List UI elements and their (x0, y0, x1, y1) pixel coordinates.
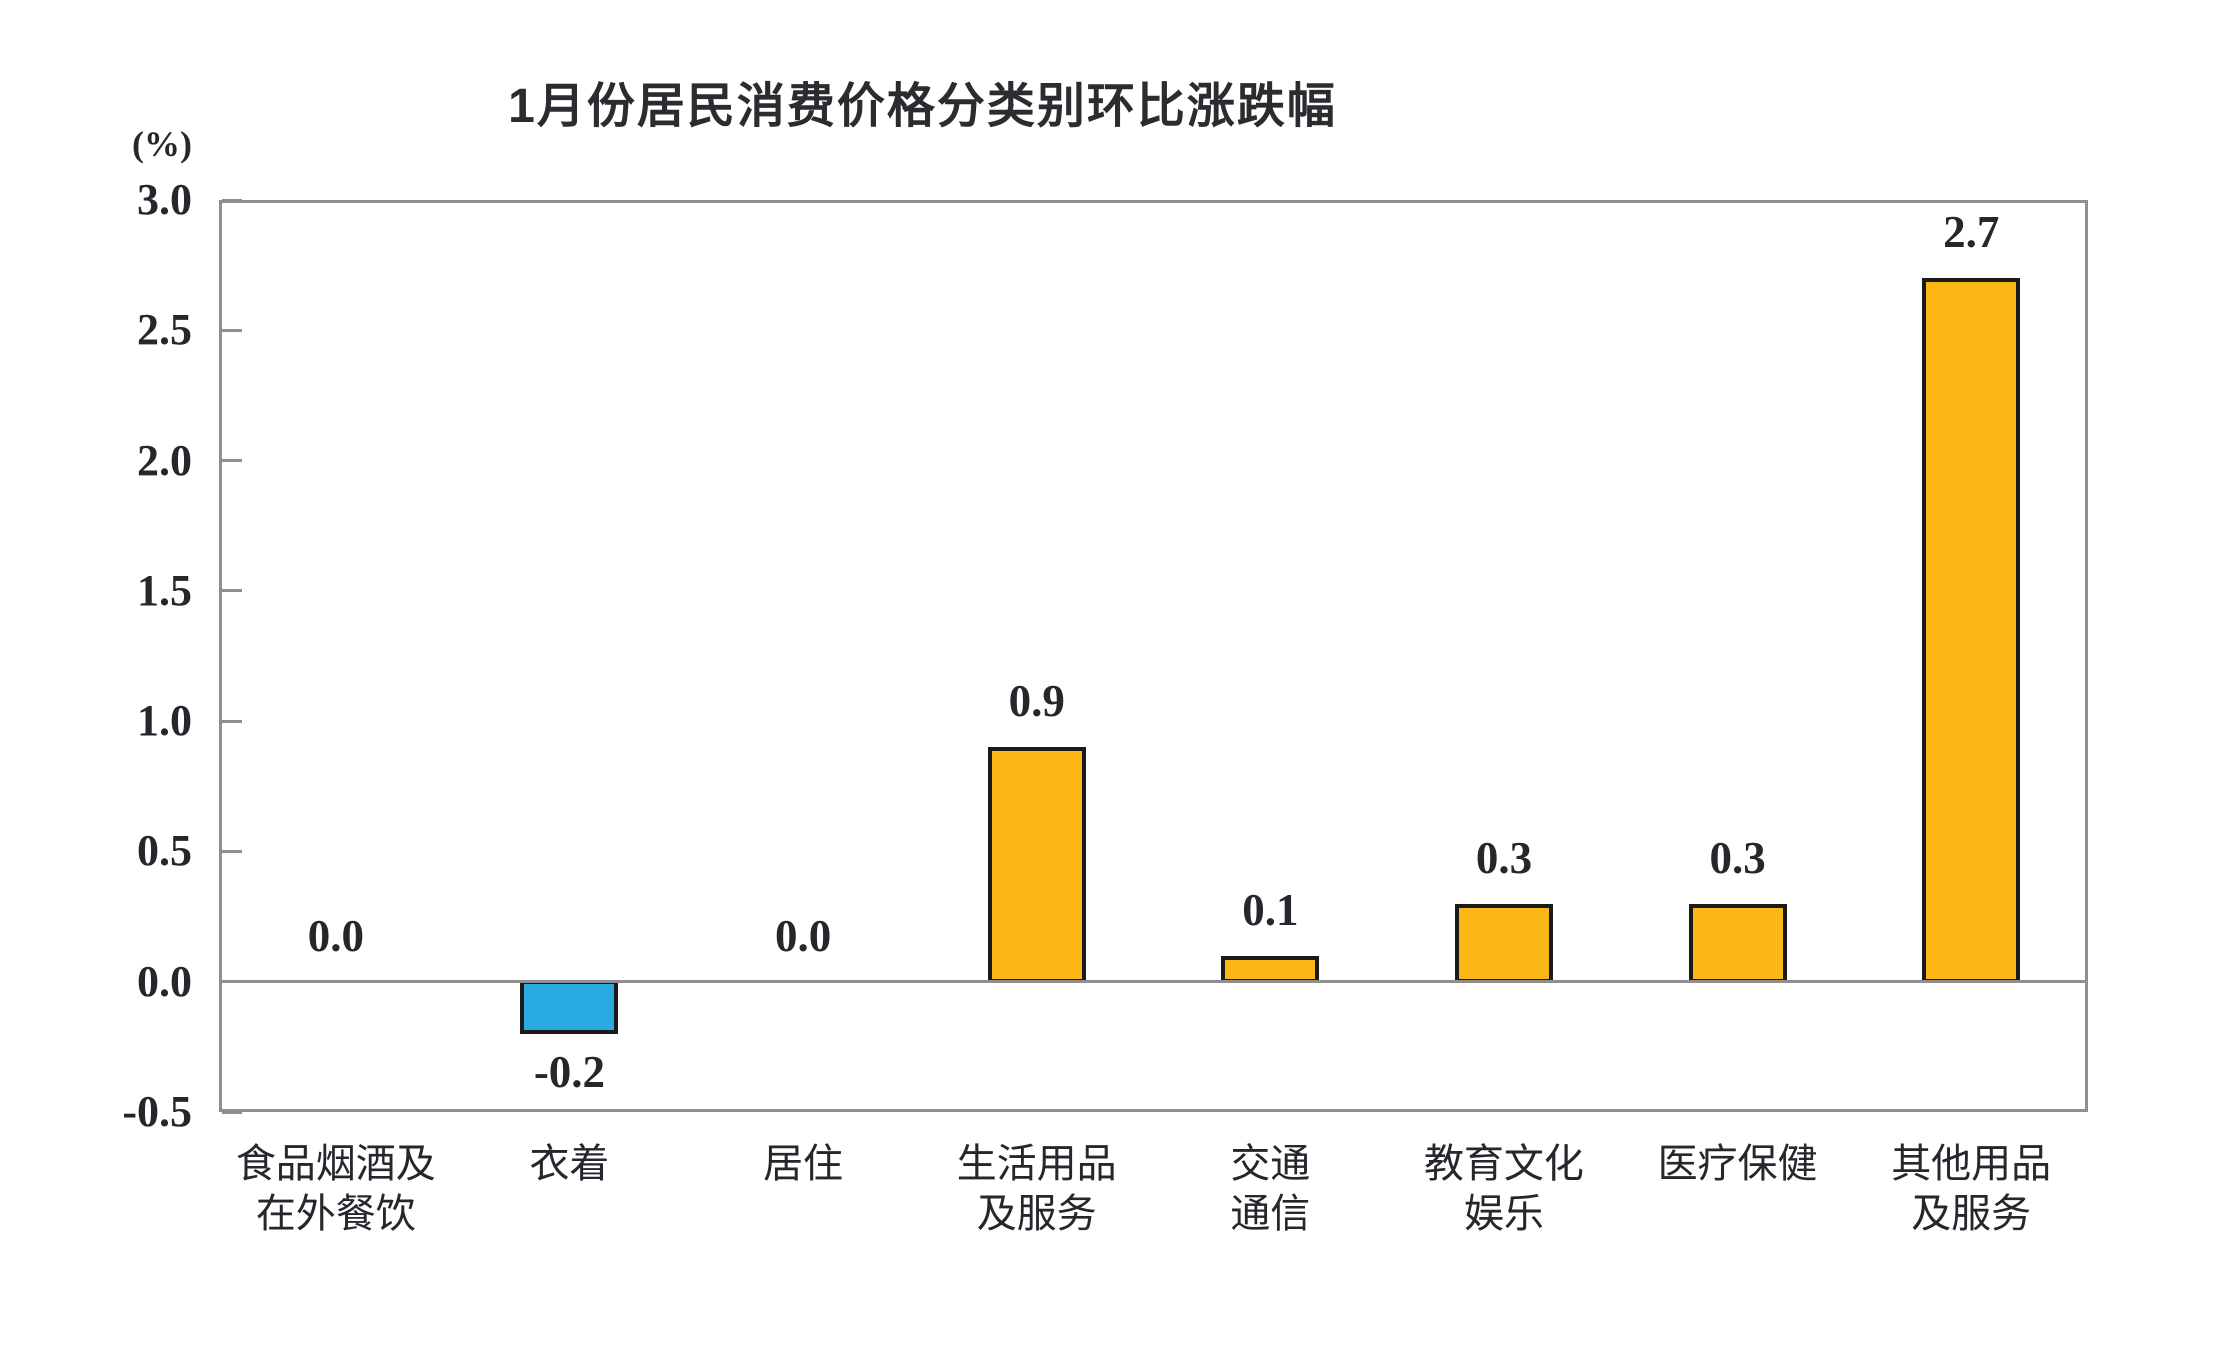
x-axis-category-label: 医疗保健 (1657, 1141, 1818, 1186)
bar-positive (1454, 903, 1553, 984)
y-axis-tick-label: 1.5 (137, 565, 192, 615)
x-axis-category-label: 其他用品 及服务 (1891, 1141, 2052, 1236)
x-axis-category-label: 居住 (763, 1141, 844, 1186)
y-axis-tick-mark (222, 589, 242, 593)
bar-positive (987, 747, 1086, 984)
y-axis-tick-label: 3.0 (137, 175, 192, 224)
y-axis-tick-mark (222, 849, 242, 853)
bar-value-label: 0.1 (1242, 884, 1299, 935)
plot-area (219, 200, 2088, 1112)
bar-value-label: 0.0 (774, 910, 832, 961)
bar-value-label: 0.0 (307, 910, 364, 961)
bar-value-label: 2.7 (1943, 207, 2000, 258)
x-axis-category-label: 交通 通信 (1230, 1141, 1311, 1236)
bar-positive (1688, 903, 1787, 984)
bar-value-label: 0.3 (1475, 832, 1533, 883)
y-axis-tick-label: -0.5 (122, 1087, 192, 1136)
y-axis-tick-mark (222, 459, 242, 463)
y-axis-tick-label: 0.0 (137, 956, 192, 1006)
y-axis-tick-label: 1.0 (137, 696, 192, 746)
y-axis-tick-label: 2.5 (137, 305, 192, 355)
y-axis-tick-mark (222, 719, 242, 723)
chart-title: 1月份居民消费价格分类别环比涨跌幅 (508, 80, 1337, 133)
zero-baseline (219, 980, 2088, 984)
x-axis-category-label: 生活用品 及服务 (956, 1141, 1117, 1236)
bar-positive (1922, 278, 2021, 984)
x-axis-category-label: 食品烟酒及 在外餐饮 (235, 1141, 436, 1236)
y-axis-tick-mark (222, 328, 242, 332)
y-axis-tick-label: 0.5 (137, 826, 192, 876)
y-axis-unit-label: (%) (132, 124, 192, 164)
y-axis-tick-mark (222, 198, 242, 202)
bar-value-label: 0.9 (1008, 676, 1065, 727)
bar-value-label: 0.3 (1709, 832, 1766, 883)
y-axis-tick-label: 2.0 (137, 435, 192, 485)
bar-value-label: -0.2 (533, 1046, 606, 1097)
x-axis-category-label: 教育文化 娱乐 (1423, 1141, 1584, 1236)
x-axis-category-label: 衣着 (529, 1141, 610, 1186)
bar-negative (520, 980, 619, 1034)
bar-positive (1221, 955, 1320, 984)
y-axis-tick-mark (222, 1110, 242, 1114)
